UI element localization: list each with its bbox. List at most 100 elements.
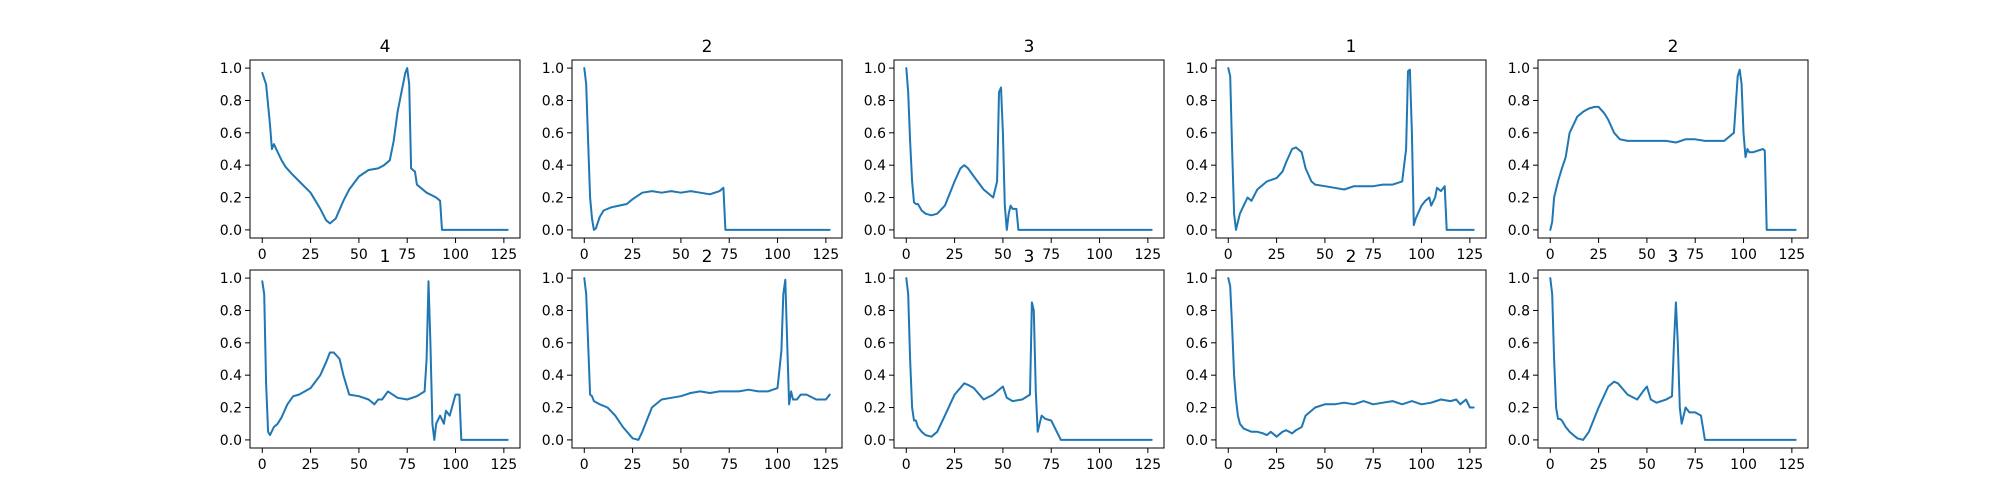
subplot-4: 1 0 25 50 75 100 125 0.0 0.2 0.4 0.6 0.8 1.0 (1186, 37, 1487, 263)
y-tick-label: 1.0 (1508, 61, 1530, 77)
x-tick-label: 125 (1134, 247, 1161, 263)
y-tick-label: 0.2 (1508, 191, 1530, 207)
subplot-6: 1 0 25 50 75 100 125 0.0 0.2 0.4 0.6 0.8 1.0 (220, 247, 521, 473)
subplot-9: 2 0 25 50 75 100 125 0.0 0.2 0.4 0.6 0.8 1.0 (1186, 247, 1487, 473)
x-tick-label: 25 (946, 247, 964, 263)
y-tick-label: 0.2 (1186, 401, 1208, 417)
y-tick-label: 0.8 (542, 93, 564, 109)
x-tick-label: 125 (1134, 457, 1161, 473)
x-tick-label: 0 (1224, 247, 1233, 263)
x-tick-label: 50 (994, 457, 1012, 473)
y-tick-label: 0.8 (220, 303, 242, 319)
subplot-title: 2 (702, 37, 713, 57)
y-tick-label: 0.0 (864, 223, 886, 239)
subplot-title: 2 (702, 247, 713, 267)
x-tick-label: 0 (580, 457, 589, 473)
x-tick-label: 25 (946, 457, 964, 473)
plot-frame (571, 269, 843, 449)
y-tick-label: 1.0 (220, 61, 242, 77)
x-tick-label: 125 (812, 457, 839, 473)
x-tick-label: 100 (442, 457, 469, 473)
x-tick-label: 100 (442, 247, 469, 263)
x-tick-label: 50 (1316, 247, 1334, 263)
x-tick-label: 25 (302, 247, 320, 263)
x-tick-label: 100 (1086, 247, 1113, 263)
x-tick-label: 0 (1546, 247, 1555, 263)
y-tick-label: 0.6 (220, 336, 242, 352)
x-tick-label: 0 (1224, 457, 1233, 473)
y-tick-label: 0.4 (1186, 158, 1208, 174)
subplot-title: 1 (380, 247, 391, 267)
x-tick-label: 50 (350, 247, 368, 263)
series-line (1549, 277, 1797, 441)
y-tick-label: 1.0 (864, 271, 886, 287)
y-tick-label: 0.0 (542, 223, 564, 239)
x-tick-label: 50 (672, 457, 690, 473)
y-tick-label: 1.0 (1186, 271, 1208, 287)
subplot-title: 2 (1346, 247, 1357, 267)
y-tick-label: 0.8 (220, 93, 242, 109)
subplot-5: 2 0 25 50 75 100 125 0.0 0.2 0.4 0.6 0.8 1.0 (1508, 37, 1809, 263)
y-tick-label: 0.6 (1508, 126, 1530, 142)
y-tick-label: 1.0 (1186, 61, 1208, 77)
x-tick-label: 75 (1686, 247, 1704, 263)
x-tick-label: 125 (1456, 457, 1483, 473)
x-tick-label: 50 (1638, 247, 1656, 263)
x-tick-label: 25 (1590, 247, 1608, 263)
subplot-1: 4 0 25 50 75 100 125 0.0 0.2 0.4 0.6 0.8 1.0 (220, 37, 521, 263)
plot-frame (249, 59, 521, 239)
x-tick-label: 100 (1730, 457, 1757, 473)
plot-frame (249, 269, 521, 449)
x-tick-label: 100 (764, 457, 791, 473)
y-tick-label: 1.0 (542, 61, 564, 77)
y-tick-label: 0.6 (1186, 126, 1208, 142)
y-tick-label: 0.0 (864, 433, 886, 449)
y-tick-label: 0.8 (542, 303, 564, 319)
series-line (1227, 67, 1475, 231)
series-line (905, 277, 1153, 441)
x-tick-label: 50 (672, 247, 690, 263)
series-line (1227, 277, 1475, 438)
y-tick-label: 0.0 (1508, 223, 1530, 239)
x-tick-label: 75 (1364, 247, 1382, 263)
subplot-title: 2 (1668, 37, 1679, 57)
x-tick-label: 100 (1408, 457, 1435, 473)
x-tick-label: 0 (902, 457, 911, 473)
series-line (1549, 68, 1797, 231)
y-tick-label: 0.4 (542, 158, 564, 174)
y-tick-label: 1.0 (542, 271, 564, 287)
y-tick-label: 1.0 (1508, 271, 1530, 287)
x-tick-label: 100 (1730, 247, 1757, 263)
x-tick-label: 25 (1268, 247, 1286, 263)
x-tick-label: 0 (1546, 457, 1555, 473)
y-tick-label: 1.0 (220, 271, 242, 287)
subplot-title: 1 (1346, 37, 1357, 57)
y-tick-label: 0.0 (220, 433, 242, 449)
plot-frame (1215, 59, 1487, 239)
subplot-title: 3 (1024, 37, 1035, 57)
x-tick-label: 75 (1042, 247, 1060, 263)
y-tick-label: 0.2 (220, 191, 242, 207)
y-tick-label: 0.6 (1508, 336, 1530, 352)
x-tick-label: 25 (624, 247, 642, 263)
y-tick-label: 0.2 (542, 191, 564, 207)
subplot-7: 2 0 25 50 75 100 125 0.0 0.2 0.4 0.6 0.8 1.0 (542, 247, 843, 473)
y-tick-label: 0.8 (1186, 93, 1208, 109)
y-tick-label: 0.6 (542, 336, 564, 352)
y-tick-label: 0.8 (1186, 303, 1208, 319)
x-tick-label: 125 (1456, 247, 1483, 263)
y-tick-label: 1.0 (864, 61, 886, 77)
x-tick-label: 100 (1408, 247, 1435, 263)
plot-frame (1537, 59, 1809, 239)
y-tick-label: 0.8 (864, 93, 886, 109)
x-tick-label: 50 (1316, 457, 1334, 473)
y-tick-label: 0.4 (864, 158, 886, 174)
subplot-8: 3 0 25 50 75 100 125 0.0 0.2 0.4 0.6 0.8 1.0 (864, 247, 1165, 473)
subplot-10: 3 0 25 50 75 100 125 0.0 0.2 0.4 0.6 0.8 1.0 (1508, 247, 1809, 473)
x-tick-label: 0 (258, 457, 267, 473)
y-tick-label: 0.2 (220, 401, 242, 417)
y-tick-label: 0.0 (1508, 433, 1530, 449)
subplot-title: 3 (1668, 247, 1679, 267)
x-tick-label: 100 (1086, 457, 1113, 473)
y-tick-label: 0.2 (864, 401, 886, 417)
